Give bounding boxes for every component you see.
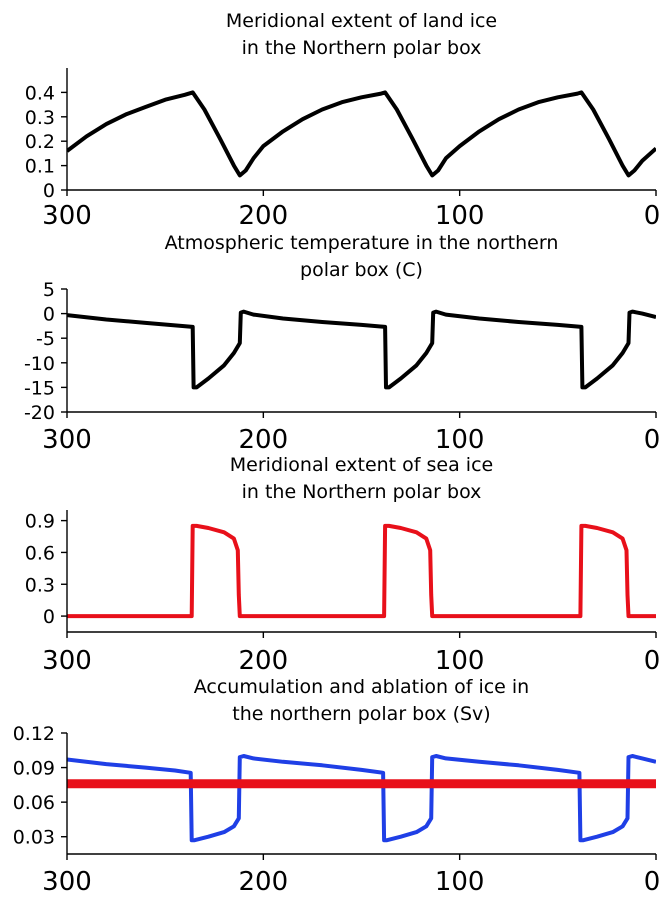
chart-title: Meridional extent of land ice — [226, 10, 497, 32]
y-tick-label: 0.09 — [13, 758, 55, 780]
y-tick-label: 0.6 — [25, 542, 55, 564]
chart-title: Accumulation and ablation of ice in — [194, 676, 529, 698]
x-tick-label: 200 — [239, 867, 289, 897]
x-tick-label: 100 — [435, 646, 485, 676]
x-tick-label: 0 — [644, 425, 661, 455]
y-tick-label: 5 — [43, 279, 55, 301]
chart-title: in the Northern polar box — [242, 37, 482, 59]
chart-title: Atmospheric temperature in the northern — [165, 232, 559, 254]
x-tick-label: 300 — [42, 867, 92, 897]
x-tick-label: 0 — [644, 867, 661, 897]
x-tick-label: 100 — [435, 425, 485, 455]
series-line — [67, 523, 656, 619]
y-tick-label: 0.03 — [13, 827, 55, 849]
y-tick-label: 0.06 — [13, 792, 55, 814]
series-line — [67, 90, 656, 178]
x-tick-label: 100 — [435, 201, 485, 231]
x-tick-label: 0 — [644, 646, 661, 676]
chart-panel-4: Accumulation and ablation of ice in the n… — [13, 676, 661, 897]
x-tick-label: 200 — [239, 646, 289, 676]
series-line — [67, 754, 656, 843]
y-tick-label: 0.3 — [25, 574, 55, 596]
chart-title: Meridional extent of sea ice — [230, 454, 493, 476]
y-tick-label: 0.1 — [25, 156, 55, 178]
chart-title: polar box (C) — [300, 259, 423, 281]
y-tick-label: 0.2 — [25, 131, 55, 153]
chart-panel-1: Meridional extent of land ice in the Nor… — [25, 10, 660, 231]
y-tick-label: 0 — [43, 304, 55, 326]
y-tick-label: -5 — [36, 328, 55, 350]
y-tick-label: 0 — [43, 606, 55, 628]
chart-panel-2: Atmospheric temperature in the northern p… — [24, 232, 660, 455]
chart-title: in the Northern polar box — [242, 481, 482, 503]
chart-panel-3: Meridional extent of sea ice in the Nort… — [25, 454, 660, 676]
x-tick-label: 200 — [239, 425, 289, 455]
y-tick-label: -15 — [24, 377, 55, 399]
y-tick-label: -10 — [24, 353, 55, 375]
x-tick-label: 300 — [42, 201, 92, 231]
y-tick-label: 0.4 — [25, 82, 55, 104]
x-tick-label: 100 — [435, 867, 485, 897]
y-tick-label: 0.3 — [25, 107, 55, 129]
x-tick-label: 200 — [239, 201, 289, 231]
y-tick-label: 0 — [43, 180, 55, 202]
x-tick-label: 0 — [644, 201, 661, 231]
series-line — [67, 309, 656, 390]
x-tick-label: 300 — [42, 646, 92, 676]
x-tick-label: 300 — [42, 425, 92, 455]
chart-title: the northern polar box (Sv) — [232, 703, 490, 725]
y-tick-label: -20 — [24, 402, 55, 424]
y-tick-label: 0.9 — [25, 511, 55, 533]
y-tick-label: 0.12 — [13, 723, 55, 745]
